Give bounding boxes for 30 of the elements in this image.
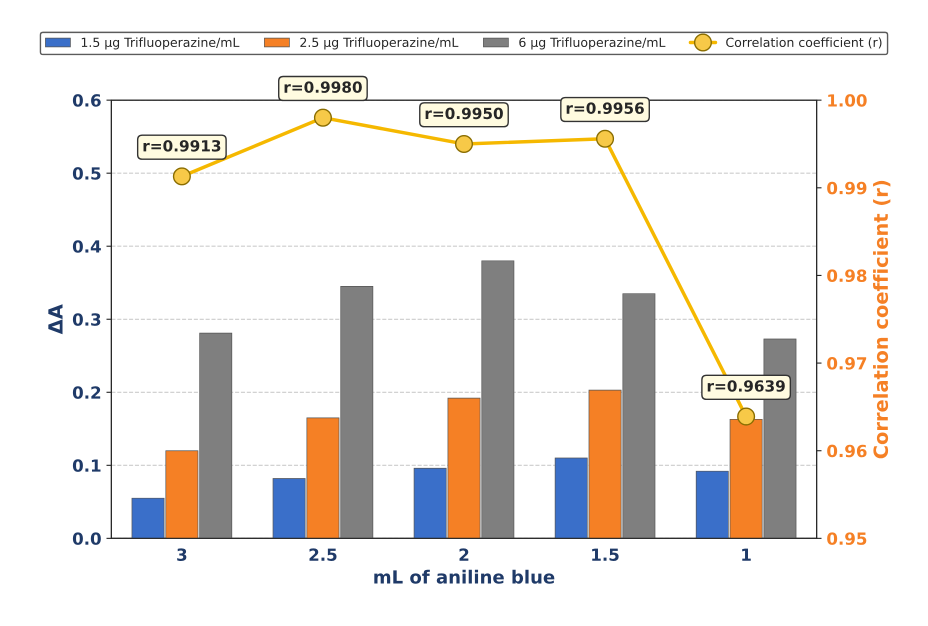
x-tick-label: 2.5: [310, 548, 337, 561]
y2-axis-title: Correlation coefficient (r): [873, 180, 890, 458]
y2-tick-label: 0.96: [827, 444, 867, 458]
y-tick-label: 0.0: [72, 532, 101, 545]
x-tick-label: 3: [177, 548, 186, 561]
y-tick-label: 0.6: [72, 94, 101, 107]
x-axis-title: mL of aniline blue: [374, 570, 554, 584]
data-label: r=0.9956: [566, 102, 644, 114]
y-axis-title: ΔA: [48, 304, 63, 334]
y2-tick-label: 0.98: [827, 269, 866, 282]
data-label: r=0.9950: [426, 108, 503, 120]
y2-tick-label: 1.00: [828, 94, 867, 107]
legend-label: 6 µg Trifluoperazine/mL: [519, 37, 666, 50]
legend-label: 1.5 µg Trifluoperazine/mL: [82, 37, 240, 50]
y2-tick-label: 0.99: [827, 182, 866, 194]
y2-tick-label: 0.95: [827, 532, 866, 545]
y-tick-label: 0.5: [72, 167, 100, 180]
legend-label: 2.5 µg Trifluoperazine/mL: [300, 37, 458, 50]
x-tick-label: 1.5: [592, 548, 619, 561]
y-tick-label: 0.1: [72, 459, 100, 472]
data-label: r=0.9913: [144, 140, 220, 152]
legend-label: Correlation coefficient (r): [726, 37, 882, 49]
y-tick-label: 0.2: [72, 386, 100, 399]
y-tick-label: 0.3: [72, 313, 100, 326]
x-tick-label: 2: [460, 548, 468, 561]
data-label: r=0.9639: [708, 380, 785, 392]
x-tick-label: 1: [742, 548, 751, 561]
y-tick-label: 0.4: [72, 240, 101, 253]
data-label: r=0.9980: [284, 81, 362, 93]
y2-tick-label: 0.97: [827, 357, 866, 370]
